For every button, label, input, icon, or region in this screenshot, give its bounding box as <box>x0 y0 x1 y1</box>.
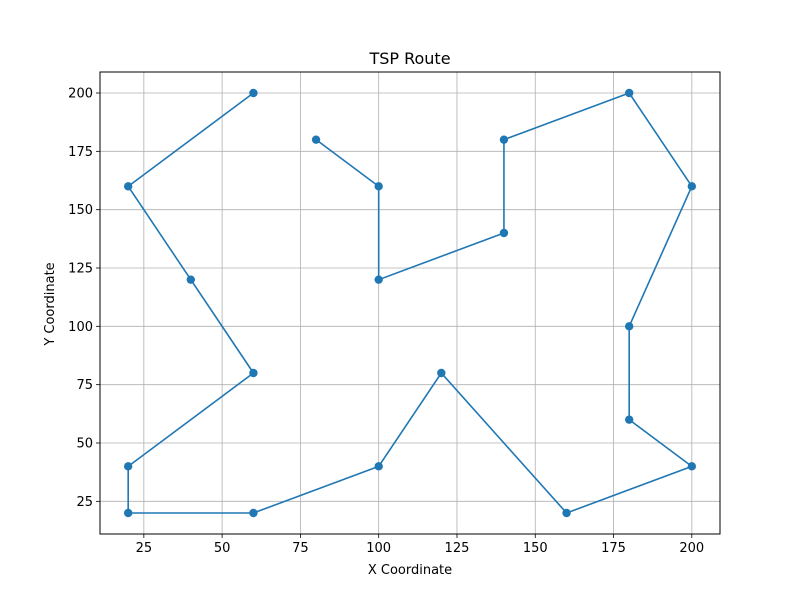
route-line <box>127 92 693 514</box>
route-point <box>374 275 383 284</box>
route-point <box>186 275 196 284</box>
y-tick-label: 175 <box>68 145 93 160</box>
y-tick-label: 100 <box>68 320 93 335</box>
route-point <box>249 508 258 518</box>
y-tick-label: 75 <box>76 378 93 393</box>
y-tick-label: 150 <box>68 203 93 218</box>
x-tick-label: 75 <box>292 541 309 556</box>
route-point <box>123 462 133 471</box>
route-point <box>437 368 446 378</box>
route-point <box>624 415 634 424</box>
x-tick-label: 25 <box>136 541 153 556</box>
route-point <box>562 508 571 518</box>
grid-layer <box>100 72 720 534</box>
route-point <box>374 182 383 191</box>
y-tick-label: 25 <box>76 495 93 510</box>
x-tick-label: 175 <box>601 541 626 556</box>
series-layer <box>123 88 697 518</box>
plot-frame <box>99 71 721 535</box>
y-tick-label: 125 <box>68 262 93 277</box>
route-point <box>374 462 383 471</box>
tick-layer: 25 50 75 100 125 150 175 200 25 50 75 100 125 150 175 2… <box>68 87 704 557</box>
route-point <box>311 135 321 144</box>
route-point <box>123 182 133 191</box>
route-point <box>687 182 697 191</box>
x-tick-label: 100 <box>366 541 391 556</box>
route-point <box>249 88 258 98</box>
x-tick-label: 50 <box>214 541 231 556</box>
y-axis-label: Y Coordinate <box>43 262 58 346</box>
route-point <box>249 368 258 378</box>
x-tick-label: 125 <box>445 541 470 556</box>
x-tick-label: 200 <box>679 541 704 556</box>
y-tick-label: 50 <box>76 437 93 452</box>
x-tick-label: 150 <box>523 541 548 556</box>
route-point <box>624 88 634 98</box>
chart-title: TSP Route <box>368 49 450 68</box>
x-axis-label: X Coordinate <box>368 563 452 578</box>
route-point <box>499 135 509 144</box>
route-point <box>499 228 509 238</box>
route-point <box>687 462 697 471</box>
route-point <box>624 322 634 331</box>
y-tick-label: 200 <box>68 87 93 102</box>
route-point <box>123 508 133 518</box>
